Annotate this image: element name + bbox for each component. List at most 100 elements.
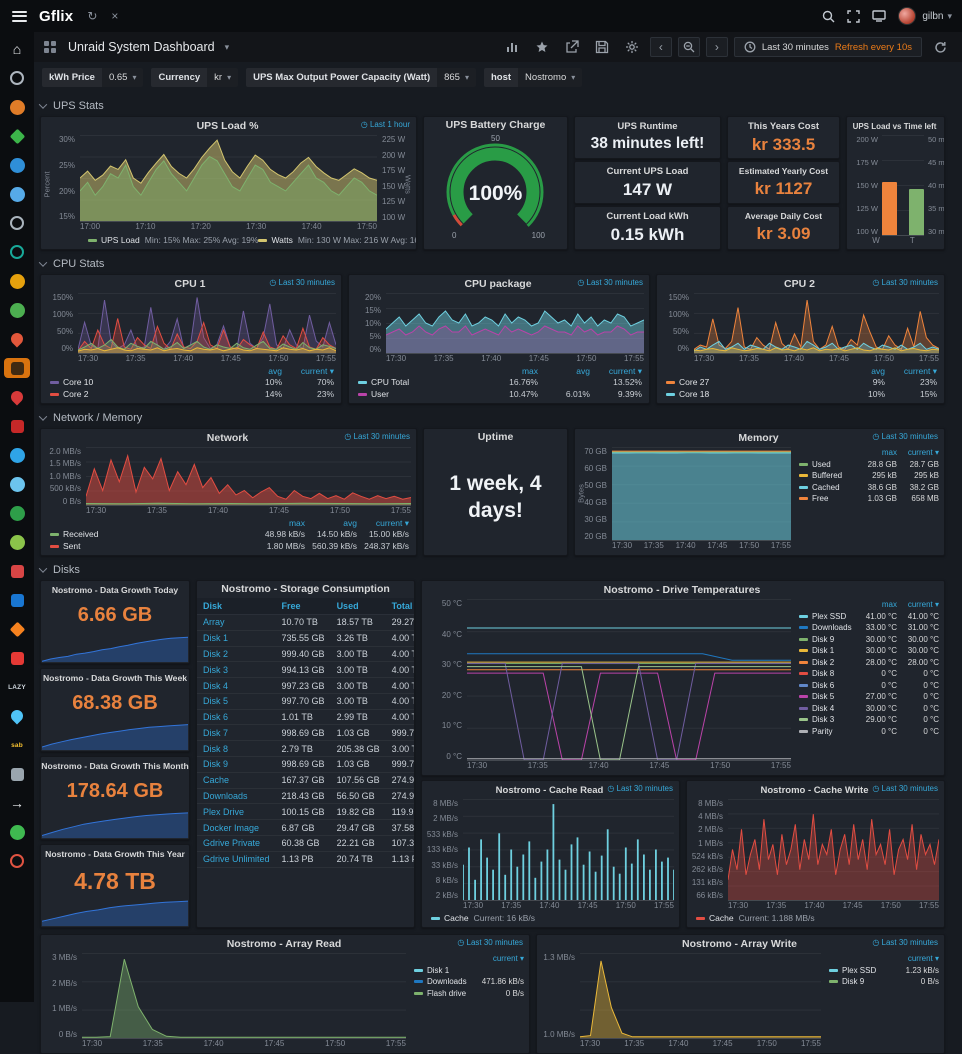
legend-row[interactable]: Buffered 295 kB 295 kB [799, 470, 939, 482]
app-icon-17[interactable] [4, 619, 30, 639]
panel-title[interactable]: Nostromo - Cache Write [760, 785, 869, 796]
search-icon[interactable] [4, 213, 30, 233]
legend-row[interactable]: Core 27 9% 23% [666, 377, 937, 389]
app-icon-22[interactable] [4, 764, 30, 784]
chart-area[interactable] [580, 953, 821, 1039]
panel-title[interactable]: UPS Battery Charge [445, 119, 546, 131]
chart-area[interactable] [612, 447, 791, 541]
legend-row[interactable]: Disk 1 [414, 965, 524, 977]
app-icon-1[interactable] [4, 97, 30, 117]
chart-area[interactable] [386, 293, 644, 354]
panel-title[interactable]: Uptime [477, 431, 514, 443]
panel-timerange[interactable]: Last 30 minutes [344, 432, 410, 441]
panel-timerange[interactable]: Last 30 minutes [872, 938, 938, 947]
panel-title[interactable]: Memory [738, 432, 779, 444]
dashboard-picker-icon[interactable] [44, 41, 56, 53]
app-icon-24[interactable] [4, 851, 30, 871]
cycle-view-icon[interactable]: ↻ [87, 9, 98, 23]
menu-icon[interactable] [12, 10, 27, 22]
legend-row[interactable]: Sent 1.80 MB/s 560.39 kB/s 248.37 kB/s [50, 541, 409, 553]
panel-title[interactable]: Nostromo - Data Growth This Month [41, 761, 189, 771]
legend-row[interactable]: Parity 0 °C 0 °C [799, 726, 939, 738]
legend-row[interactable]: Disk 1 30.00 °C 30.00 °C [799, 645, 939, 657]
app-icon-21[interactable]: sab [11, 741, 23, 749]
app-icon-19[interactable]: LAZY [8, 683, 26, 691]
panel-title[interactable]: Nostromo - Storage Consumption [221, 583, 390, 595]
tv-mode-icon[interactable] [872, 10, 887, 22]
chart-area[interactable] [467, 599, 791, 761]
legend-row[interactable]: Disk 5 27.00 °C 0 °C [799, 691, 939, 703]
app-icon-11[interactable] [4, 445, 30, 465]
panel-timerange[interactable]: Last 30 minutes [607, 784, 673, 793]
panel-title[interactable]: Nostromo - Data Growth Today [51, 585, 179, 595]
table-row[interactable]: Disk 61.01 TB2.99 TB4.00 TB [197, 709, 414, 726]
chart-area[interactable] [78, 293, 336, 354]
settings-icon[interactable] [4, 68, 30, 88]
panel-title[interactable]: Estimated Yearly Cost [738, 166, 829, 176]
legend-row[interactable]: Disk 2 28.00 °C 28.00 °C [799, 657, 939, 669]
column-header[interactable]: Free [275, 598, 331, 615]
app-icon-20[interactable] [4, 706, 30, 726]
app-icon-15[interactable] [4, 561, 30, 581]
column-header[interactable]: Disk [197, 598, 276, 615]
gauge[interactable]: 100% 0 50 100 [424, 134, 567, 246]
panel-title[interactable]: Network [206, 432, 249, 444]
add-panel-icon[interactable] [500, 36, 524, 58]
search-icon[interactable] [822, 10, 835, 23]
panel-title[interactable]: Nostromo - Array Read [226, 938, 342, 950]
panel-title[interactable]: Current Load kWh [606, 211, 689, 222]
share-icon[interactable] [560, 36, 584, 58]
app-icon-10[interactable] [4, 416, 30, 436]
gear-icon[interactable] [620, 36, 644, 58]
legend-row[interactable]: User 10.47% 6.01% 9.39% [358, 389, 642, 401]
bar-chart[interactable] [882, 135, 924, 236]
column-header[interactable]: Used [330, 598, 386, 615]
app-icon-9[interactable] [4, 387, 30, 407]
app-icon-4[interactable] [4, 184, 30, 204]
legend-row[interactable]: Plex SSD 1.23 kB/s [829, 965, 939, 977]
chart-area[interactable] [82, 953, 406, 1039]
panel-title[interactable]: Current UPS Load [606, 166, 689, 177]
panel-timerange[interactable]: Last 30 minutes [872, 784, 938, 793]
panel-title[interactable]: Nostromo - Cache Read [495, 785, 604, 796]
app-icon-8[interactable] [4, 329, 30, 349]
legend-row[interactable]: Disk 9 30.00 °C 30.00 °C [799, 634, 939, 646]
column-header[interactable]: Total [385, 598, 414, 615]
legend-row[interactable]: Used 28.8 GB 28.7 GB [799, 459, 939, 471]
variable-ups-max-output-power-capacity-watt-[interactable]: UPS Max Output Power Capacity (Watt) 865 [246, 67, 476, 87]
panel-title[interactable]: UPS Runtime [617, 121, 678, 132]
app-icon-16[interactable] [4, 590, 30, 610]
legend-row[interactable]: Cache Current: 16 kB/s [431, 913, 535, 925]
panel-timerange[interactable]: Last 30 minutes [457, 938, 523, 947]
time-range-picker[interactable]: Last 30 minutes Refresh every 10s [733, 37, 922, 57]
fullscreen-icon[interactable] [847, 9, 861, 23]
chart-area[interactable] [728, 799, 939, 901]
time-back-icon[interactable]: ‹ [649, 37, 672, 57]
app-icon-5[interactable] [4, 242, 30, 262]
panel-title[interactable]: UPS Load % [196, 120, 259, 132]
variable-kwh-price[interactable]: kWh Price 0.65 [42, 67, 144, 87]
app-icon-23[interactable] [4, 822, 30, 842]
legend-row[interactable]: Downloads 471.86 kB/s [414, 976, 524, 988]
signout-icon[interactable]: → [10, 795, 24, 811]
legend-row[interactable]: Disk 3 29.00 °C 0 °C [799, 714, 939, 726]
legend-row[interactable]: UPS Load Min: 15% Max: 25% Avg: 19% [88, 235, 258, 247]
panel-title[interactable]: CPU package [464, 278, 532, 290]
legend-row[interactable]: Flash drive 0 B/s [414, 988, 524, 1000]
save-icon[interactable] [590, 36, 614, 58]
home-icon[interactable]: ⌂ [12, 41, 22, 57]
panel-title[interactable]: UPS Load vs Time left [852, 122, 937, 131]
